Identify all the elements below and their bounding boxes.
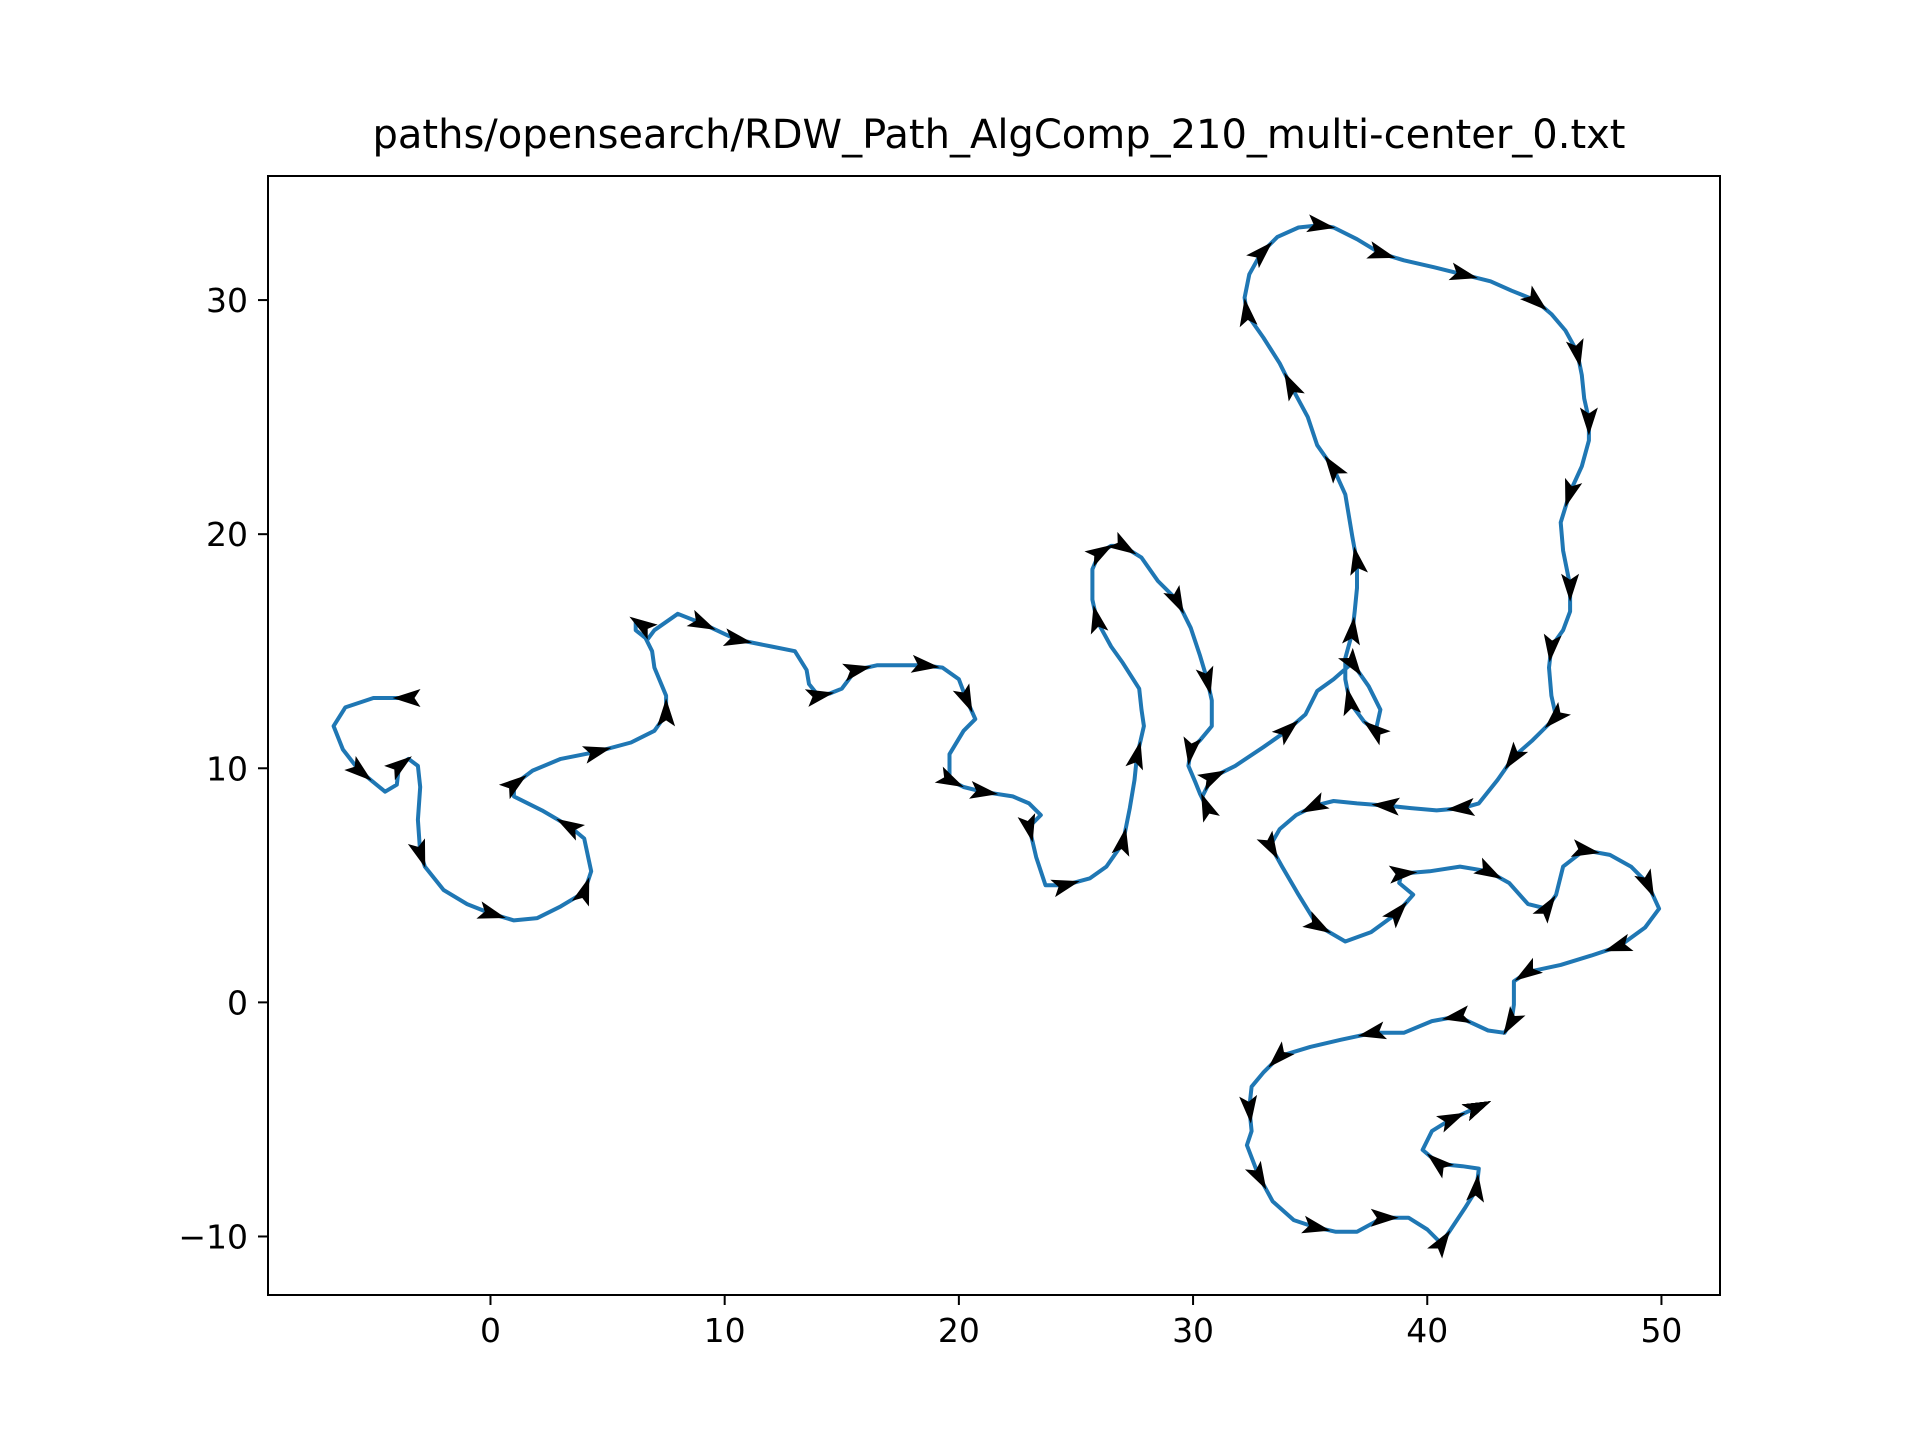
direction-arrow bbox=[1306, 214, 1336, 233]
direction-arrow bbox=[1302, 911, 1332, 934]
direction-arrow bbox=[1284, 372, 1305, 402]
direction-arrow bbox=[1271, 720, 1299, 746]
direction-arrow bbox=[842, 663, 872, 682]
direction-arrow bbox=[1446, 798, 1476, 816]
direction-arrow bbox=[1183, 736, 1202, 766]
direction-arrow bbox=[556, 818, 585, 841]
direction-arrows bbox=[344, 214, 1655, 1259]
direction-arrow bbox=[1565, 477, 1583, 508]
direction-arrow bbox=[1244, 1160, 1267, 1190]
y-tick-label: 0 bbox=[227, 983, 248, 1022]
direction-arrow bbox=[1561, 573, 1580, 602]
direction-arrow bbox=[1579, 407, 1598, 436]
direction-arrow bbox=[1520, 285, 1548, 311]
y-tick-label: 30 bbox=[206, 281, 248, 320]
direction-arrow bbox=[1544, 701, 1571, 729]
direction-arrow bbox=[571, 877, 590, 907]
direction-arrow bbox=[1201, 793, 1220, 823]
direction-arrow bbox=[1050, 879, 1080, 898]
direction-arrow bbox=[1324, 455, 1348, 484]
x-tick-label: 20 bbox=[938, 1311, 980, 1350]
direction-arrow bbox=[1111, 827, 1130, 857]
direction-arrow bbox=[1532, 895, 1556, 924]
direction-arrow bbox=[1570, 839, 1600, 857]
direction-arrow bbox=[1342, 616, 1360, 646]
direction-arrow bbox=[1388, 865, 1418, 884]
direction-arrow bbox=[804, 689, 835, 707]
axes-frame bbox=[267, 175, 1721, 1296]
direction-arrow bbox=[1343, 687, 1362, 717]
plot-area bbox=[331, 214, 1662, 1259]
direction-arrow bbox=[1427, 1230, 1451, 1259]
direction-arrow bbox=[1300, 792, 1330, 813]
direction-arrow bbox=[1473, 857, 1503, 880]
direction-arrow bbox=[476, 901, 506, 919]
x-tick-label: 0 bbox=[480, 1311, 501, 1350]
direction-arrow bbox=[1163, 584, 1184, 615]
y-tick-label: 20 bbox=[206, 515, 248, 554]
y-tick-label: 10 bbox=[206, 749, 248, 788]
direction-arrow bbox=[1107, 531, 1137, 555]
direction-arrow bbox=[969, 780, 999, 799]
chart-title: paths/opensearch/RDW_Path_AlgComp_210_mu… bbox=[373, 112, 1626, 158]
direction-arrow bbox=[1197, 770, 1227, 792]
x-tick-label: 40 bbox=[1406, 1311, 1448, 1350]
direction-arrow bbox=[1338, 647, 1362, 677]
direction-arrow bbox=[1448, 262, 1478, 281]
x-tick-label: 30 bbox=[1172, 1311, 1214, 1350]
direction-arrow bbox=[1256, 830, 1279, 860]
direction-arrow bbox=[1604, 933, 1634, 952]
direction-arrow bbox=[686, 609, 716, 630]
direction-arrow bbox=[1371, 797, 1401, 816]
direction-arrow bbox=[1634, 868, 1655, 898]
direction-arrow bbox=[1350, 546, 1369, 576]
direction-arrow bbox=[1195, 665, 1214, 695]
direction-arrow bbox=[1017, 813, 1036, 843]
direction-arrow bbox=[407, 838, 426, 868]
direction-arrow bbox=[1239, 298, 1258, 328]
direction-arrow bbox=[1239, 1094, 1258, 1124]
direction-arrow bbox=[1366, 241, 1396, 259]
direction-arrow bbox=[722, 628, 753, 646]
direction-arrow bbox=[581, 746, 612, 764]
direction-arrow bbox=[384, 756, 412, 781]
direction-arrow bbox=[1084, 544, 1114, 567]
direction-arrow bbox=[1466, 1173, 1485, 1203]
direction-arrow bbox=[1441, 1005, 1472, 1024]
x-axis: 0 10 20 30 40 50 bbox=[480, 1295, 1682, 1350]
y-axis: −10 0 10 20 30 bbox=[178, 281, 268, 1256]
direction-arrow bbox=[1436, 1112, 1466, 1133]
direction-arrow bbox=[1268, 1041, 1295, 1068]
direction-arrow bbox=[1461, 1101, 1491, 1121]
direction-arrow bbox=[1357, 1021, 1388, 1040]
direction-arrow bbox=[1370, 1208, 1399, 1227]
direction-arrow bbox=[392, 689, 421, 707]
direction-arrow bbox=[1543, 633, 1562, 663]
x-tick-label: 50 bbox=[1640, 1311, 1682, 1350]
direction-arrow bbox=[1426, 1153, 1454, 1179]
direction-arrow bbox=[657, 698, 676, 727]
direction-arrow bbox=[1504, 741, 1529, 770]
direction-arrow bbox=[498, 775, 527, 800]
direction-arrow bbox=[1246, 241, 1273, 269]
direction-arrow bbox=[1363, 720, 1391, 746]
direction-arrow bbox=[1301, 1215, 1331, 1234]
y-tick-label: −10 bbox=[178, 1217, 248, 1256]
direction-arrow bbox=[1382, 901, 1408, 929]
direction-arrow bbox=[1565, 338, 1584, 368]
direction-arrow bbox=[344, 756, 372, 781]
direction-arrow bbox=[629, 616, 658, 640]
direction-arrow bbox=[1514, 957, 1543, 981]
direction-arrow bbox=[1125, 741, 1143, 771]
direction-arrow bbox=[1503, 1006, 1526, 1035]
direction-arrow bbox=[952, 683, 973, 713]
x-tick-label: 10 bbox=[704, 1311, 746, 1350]
path-line bbox=[331, 223, 1662, 1246]
direction-arrow bbox=[1090, 605, 1109, 635]
direction-arrow bbox=[910, 654, 940, 673]
direction-arrow bbox=[934, 766, 964, 788]
